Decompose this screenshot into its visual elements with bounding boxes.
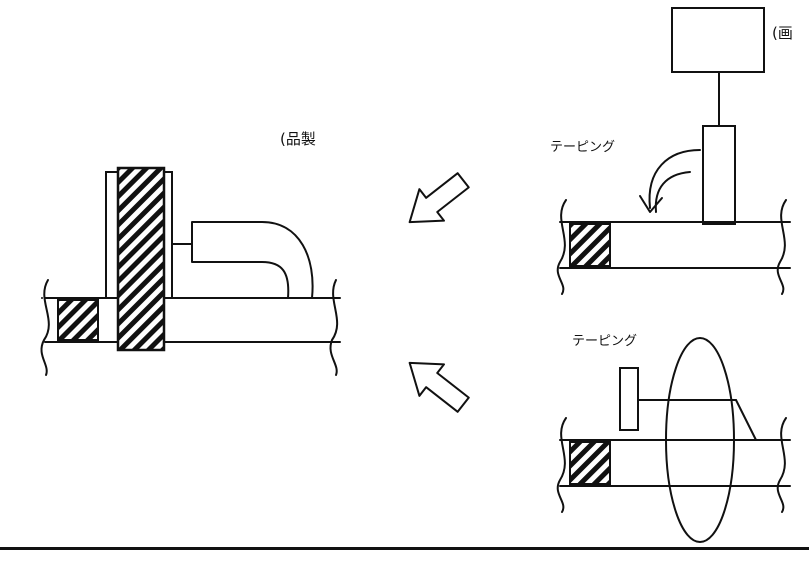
rotation-ellipse: [665, 337, 735, 543]
label-product: (品製: [280, 130, 316, 148]
product-bar-right-break: [329, 279, 339, 376]
hollow-arrow-lower: [408, 361, 470, 413]
product-small-block: [57, 299, 99, 341]
machine-taping-step: [556, 7, 791, 295]
label-process: (画: [772, 24, 793, 42]
hollow-arrow-upper: [408, 172, 470, 224]
bottom-divider: [0, 547, 809, 550]
product-bar-left-break: [40, 279, 50, 376]
curved-arrow-icon: [639, 149, 701, 213]
rotation-taping-step: [556, 337, 791, 543]
product-assembly: [40, 166, 341, 376]
machine-box: [671, 7, 765, 73]
taping-head: [702, 125, 736, 225]
tape-roll: [619, 367, 639, 431]
label-taping-lower: テーピング: [572, 334, 638, 349]
product-large-block: [116, 166, 166, 352]
upper-hatched-block: [569, 223, 611, 267]
lower-hatched-block: [569, 441, 611, 485]
label-taping-upper: テーピング: [550, 140, 616, 155]
product-l-bracket: [191, 221, 314, 299]
